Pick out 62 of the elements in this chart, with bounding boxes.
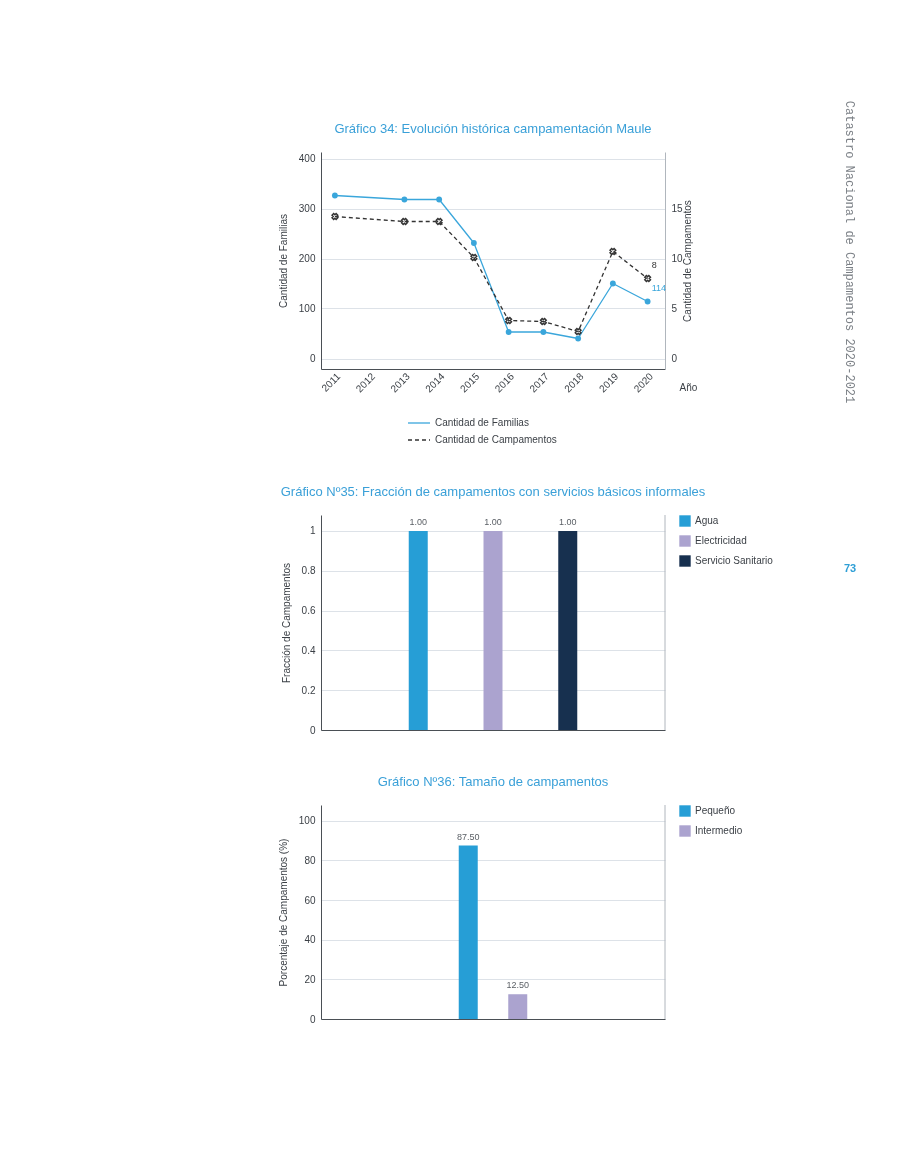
- y-tick-label: 1: [309, 525, 316, 537]
- point: [644, 274, 652, 283]
- legend-label: Agua: [695, 515, 719, 526]
- point: [331, 192, 338, 199]
- y-axis-title: Porcentaje de Campamentos (%): [277, 838, 289, 987]
- point: [400, 217, 408, 226]
- data-label: 12.50: [506, 980, 530, 991]
- data-label: 1.00: [484, 516, 502, 527]
- point: [401, 196, 408, 203]
- point: [644, 298, 651, 305]
- y-tick-label: 400: [298, 153, 316, 164]
- point: [470, 240, 477, 246]
- data-label: 1.00: [409, 516, 427, 527]
- chart-title: Gráfico 34: Evolución histórica campamentación Maule: [334, 120, 652, 136]
- y2-tick-label: 5: [671, 303, 678, 314]
- y-axis-title: Fracción de Campamentos: [280, 562, 292, 684]
- y2-tick-label: 15: [671, 203, 684, 214]
- legend-label: Pequeño: [695, 805, 736, 816]
- data-label: 114: [651, 282, 666, 293]
- point: [505, 329, 512, 335]
- y-tick-label: 0: [309, 724, 316, 736]
- data-label: 1.00: [559, 516, 577, 527]
- legend-label: Electricidad: [695, 535, 747, 546]
- point: [436, 196, 443, 203]
- point: [435, 217, 443, 226]
- chart-title: Gráfico Nº35: Fracción de campamentos con servicios básicos informales: [280, 483, 706, 499]
- legend-label: Cantidad de Familias: [435, 417, 529, 428]
- legend-label: Cantidad de Campamentos: [435, 434, 557, 445]
- y-tick-label: 80: [304, 854, 316, 866]
- data-label: 8: [651, 259, 657, 270]
- y-tick-label: 0.6: [301, 605, 316, 617]
- y-tick-label: 0.4: [301, 644, 316, 656]
- y-tick-label: 0: [309, 353, 316, 364]
- chart-title: Gráfico Nº36: Tamaño de campamentos: [377, 773, 609, 789]
- point: [331, 212, 339, 221]
- y-tick-label: 100: [298, 303, 316, 314]
- data-label: 87.50: [456, 831, 480, 842]
- y-tick-label: 100: [298, 815, 316, 827]
- y-tick-label: 0.2: [301, 684, 316, 696]
- y-tick-label: 60: [304, 894, 316, 906]
- y-tick-label: 300: [298, 203, 316, 214]
- point: [539, 317, 547, 326]
- point: [609, 247, 617, 256]
- y-tick-label: 0.8: [301, 565, 316, 577]
- point: [505, 316, 513, 325]
- point: [609, 280, 616, 287]
- point: [574, 327, 582, 336]
- y-tick-label: 40: [304, 934, 316, 946]
- legend-label: Servicio Sanitario: [695, 555, 774, 566]
- y-axis-title: Cantidad de Familias: [277, 214, 289, 308]
- point: [470, 253, 478, 262]
- point: [540, 329, 547, 335]
- legend-label: Intermedio: [695, 825, 743, 836]
- point: [575, 335, 582, 342]
- x-axis-title: Año: [679, 381, 698, 393]
- y-tick-label: 20: [304, 973, 316, 985]
- y2-tick-label: 0: [671, 353, 678, 364]
- y-tick-label: 0: [309, 1013, 316, 1025]
- text: Catastro Nacional de Campamentos 2020-2021: [842, 100, 856, 404]
- y-tick-label: 200: [298, 253, 316, 264]
- y2-tick-label: 10: [671, 253, 684, 264]
- text: 73: [843, 562, 857, 574]
